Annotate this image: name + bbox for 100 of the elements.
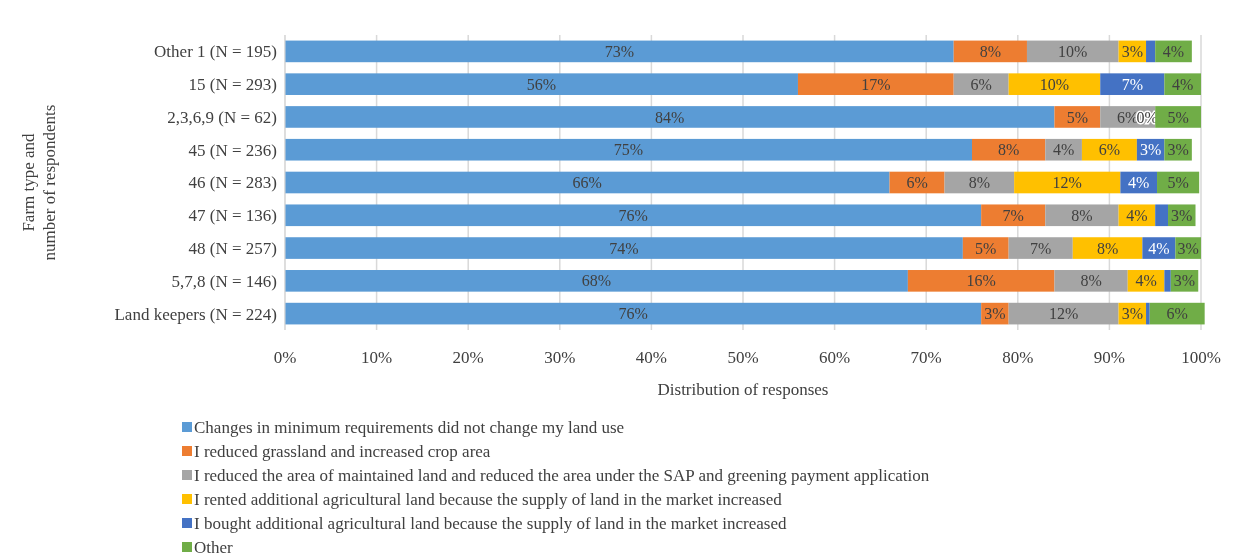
data-label: 5% xyxy=(1167,108,1189,126)
data-label: 3% xyxy=(1171,206,1193,224)
data-label: 12% xyxy=(1052,174,1082,192)
data-label: 56% xyxy=(526,75,557,93)
data-label: 3% xyxy=(1121,42,1143,60)
bar xyxy=(1146,302,1150,325)
data-label: 10% xyxy=(1039,75,1070,93)
bar xyxy=(1008,302,1119,325)
bar xyxy=(797,73,954,95)
data-label: 74% xyxy=(609,239,639,257)
x-tick-label: 30% xyxy=(544,347,576,367)
y-tick-label: 48 (N = 257) xyxy=(188,239,277,259)
x-axis-title: Distribution of responses xyxy=(657,379,829,399)
data-label: 7% xyxy=(1030,239,1052,257)
legend-label: I bought additional agricultural land because the supply of land in the market increased xyxy=(194,513,787,533)
y-tick-label: Land keepers (N = 224) xyxy=(114,304,277,324)
y-tick-label: Other 1 (N = 195) xyxy=(154,42,277,62)
bar xyxy=(907,270,1055,292)
data-label: 8% xyxy=(1071,206,1093,224)
bar xyxy=(1072,237,1143,259)
data-label: 6% xyxy=(1098,141,1121,159)
bar xyxy=(1100,73,1165,95)
data-label: 4% xyxy=(1135,272,1157,290)
data-label: 8% xyxy=(1080,272,1102,290)
bar xyxy=(285,40,954,63)
bar xyxy=(285,171,890,194)
y-tick-label: 5,7,8 (N = 146) xyxy=(171,271,277,291)
data-label: 4% xyxy=(1128,174,1150,192)
x-tick-label: 80% xyxy=(1002,347,1034,367)
bar xyxy=(285,204,982,227)
bar xyxy=(1008,73,1101,95)
y-tick-label: 2,3,6,9 (N = 62) xyxy=(167,107,277,127)
bar xyxy=(285,138,972,161)
data-label: 84% xyxy=(655,108,685,126)
bar xyxy=(285,270,908,292)
data-label: 12% xyxy=(1048,305,1079,323)
y-axis-title: Farm type and number of respondents xyxy=(19,104,59,261)
data-label: 10% xyxy=(1058,42,1088,60)
data-label: 6% xyxy=(1166,305,1188,323)
y-tick-label: 15 (N = 293) xyxy=(188,75,277,95)
data-label: 3% xyxy=(1167,141,1189,159)
bar xyxy=(1081,138,1137,161)
data-label: 3% xyxy=(1121,305,1143,323)
bar xyxy=(1014,171,1121,194)
y-tick-label: 47 (N = 136) xyxy=(188,206,277,226)
bar xyxy=(285,73,798,95)
bar xyxy=(1155,204,1169,227)
data-label: 5% xyxy=(1167,174,1189,192)
y-tick-label: 45 (N = 236) xyxy=(188,140,277,160)
y-tick-label: 46 (N = 283) xyxy=(188,173,277,193)
x-tick-label: 20% xyxy=(452,347,484,367)
bar xyxy=(285,106,1055,128)
bar xyxy=(972,138,1046,161)
x-tick-label: 40% xyxy=(635,347,667,367)
data-label: 3% xyxy=(1177,239,1199,257)
data-label: 8% xyxy=(979,42,1001,60)
x-tick-label: 70% xyxy=(910,347,942,367)
x-tick-label: 90% xyxy=(1093,347,1125,367)
bar xyxy=(953,73,1009,95)
data-label: 76% xyxy=(618,305,648,323)
data-label: 76% xyxy=(618,206,648,224)
legend-label: Changes in minimum requirements did not change my land use xyxy=(194,417,625,437)
x-tick-label: 50% xyxy=(727,347,759,367)
data-label: 75% xyxy=(613,141,644,159)
legend-label: I reduced the area of maintained land and reduced the area under the SAP and greening payment application xyxy=(194,465,930,485)
legend-label: I rented additional agricultural land because the supply of land in the market increased xyxy=(194,489,783,509)
legend-label: I reduced grassland and increased crop area xyxy=(194,441,491,461)
data-label: 4% xyxy=(1172,75,1194,93)
bar xyxy=(981,204,1046,227)
bar xyxy=(1054,270,1128,292)
data-label: 6% xyxy=(906,174,928,192)
x-tick-label: 0% xyxy=(273,347,297,367)
bar xyxy=(1045,204,1119,227)
bar xyxy=(285,237,963,259)
x-tick-label: 100% xyxy=(1181,347,1221,367)
data-label: 7% xyxy=(1002,206,1024,224)
bar xyxy=(1054,106,1101,128)
data-label: 3% xyxy=(1139,141,1162,159)
bar xyxy=(1164,270,1171,292)
data-label: 3% xyxy=(1173,272,1196,290)
data-label: 7% xyxy=(1121,75,1143,93)
legend-label: Other xyxy=(194,537,234,557)
data-label: 8% xyxy=(997,141,1020,159)
data-label: 4% xyxy=(1126,206,1148,224)
data-label: 66% xyxy=(572,174,602,192)
data-label: 8% xyxy=(968,174,990,192)
data-label: 17% xyxy=(861,75,891,93)
data-label: 4% xyxy=(1052,141,1075,159)
data-label: 5% xyxy=(975,239,997,257)
bar xyxy=(1146,40,1156,63)
x-tick-label: 10% xyxy=(361,347,393,367)
x-tick-label: 60% xyxy=(819,347,851,367)
data-label: 8% xyxy=(1096,239,1119,257)
data-label: 68% xyxy=(581,272,612,290)
data-label: 5% xyxy=(1066,108,1088,126)
data-label: 4% xyxy=(1148,239,1170,257)
data-label: 73% xyxy=(604,42,634,60)
data-label: 4% xyxy=(1162,42,1185,60)
bar xyxy=(1008,237,1073,259)
data-label: 6% xyxy=(970,75,992,93)
